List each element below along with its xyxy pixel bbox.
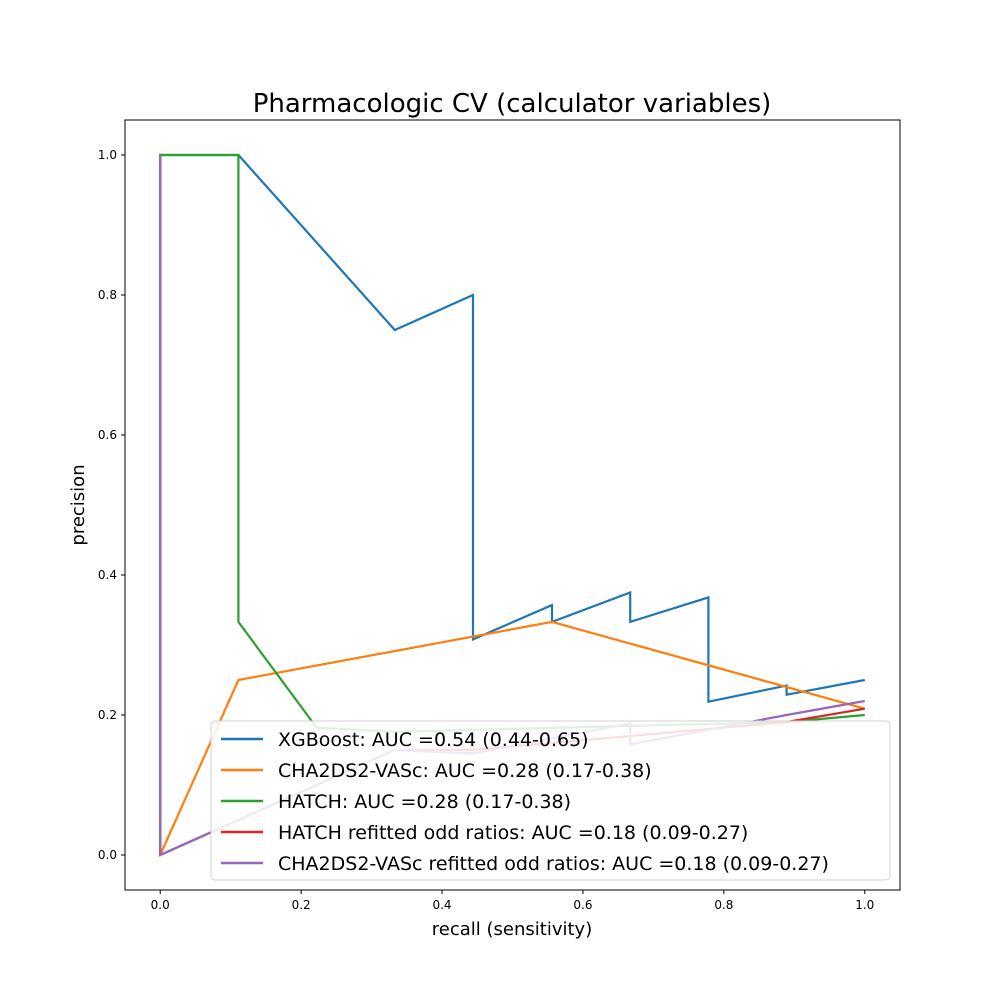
y-tick-label: 0.6 <box>98 428 117 442</box>
legend-entry: HATCH: AUC =0.28 (0.17-0.38) <box>278 791 571 813</box>
series-line-2 <box>159 620 866 856</box>
legend-entry: HATCH refitted odd ratios: AUC =0.18 (0.… <box>278 822 748 844</box>
x-tick-label: 0.6 <box>573 898 592 912</box>
legend: XGBoost: AUC =0.54 (0.44-0.65) CHA2DS2-VA… <box>210 720 891 881</box>
x-tick-label: 0.8 <box>714 898 733 912</box>
y-tick-label: 0.8 <box>98 288 117 302</box>
y-tick-label: 1.0 <box>98 148 117 162</box>
chart-title: Pharmacologic CV (calculator variables) <box>253 89 772 119</box>
x-axis-label: recall (sensitivity) <box>432 919 592 940</box>
legend-entry: CHA2DS2-VASc refitted odd ratios: AUC =0… <box>278 853 829 875</box>
plot-frame <box>124 119 901 891</box>
y-tick-label: 0.4 <box>98 568 117 582</box>
legend-box <box>210 720 891 881</box>
x-tick-label: 1.0 <box>855 898 874 912</box>
y-axis-label: precision <box>68 464 89 545</box>
x-tick-label: 0.0 <box>151 898 170 912</box>
legend-entry: CHA2DS2-VASc: AUC =0.28 (0.17-0.38) <box>278 760 652 782</box>
legend-entry: XGBoost: AUC =0.54 (0.44-0.65) <box>278 729 589 751</box>
x-tick-label: 0.4 <box>432 898 451 912</box>
y-tick-label: 0.2 <box>98 708 117 722</box>
axis-ticks: 0.0 0.2 0.4 0.6 0.8 1.0 0.0 0.2 0.4 0.6 0.8 1.0 <box>98 148 874 912</box>
x-tick-label: 0.2 <box>292 898 311 912</box>
y-tick-label: 0.0 <box>98 848 117 862</box>
